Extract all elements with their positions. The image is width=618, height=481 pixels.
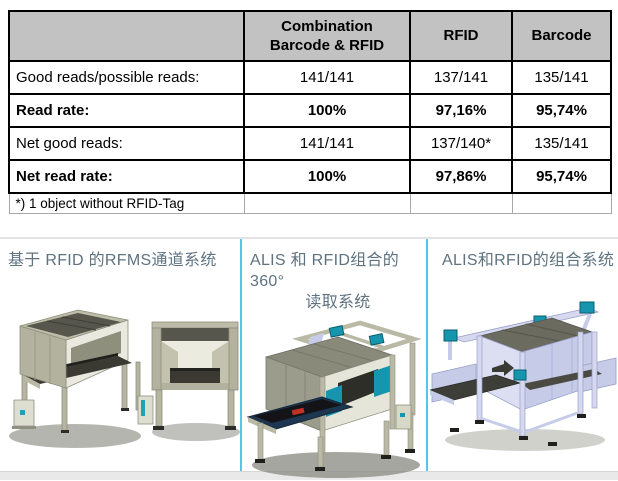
row-label: Read rate: [8, 93, 245, 128]
value-barcode: 95,74% [511, 159, 612, 194]
value-barcode: 95,74% [511, 93, 612, 128]
caption-text: 基于 RFID 的RFMS通道系统 [8, 252, 217, 269]
machine-illustration-alis-rfid-combined-icon [430, 301, 617, 451]
table-header-row: Combination Barcode & RFID RFID Barcode [8, 10, 612, 62]
slide-separator [0, 237, 618, 239]
tunnel-iso-view [12, 309, 141, 433]
value-combination: 100% [243, 159, 411, 194]
value-rfid: 97,16% [409, 93, 513, 128]
panel-caption: ALIS和RFID的组合系统 [428, 239, 618, 272]
footnote-empty-cell [511, 192, 612, 214]
panel-rfms-tunnel: 基于 RFID 的RFMS通道系统 [0, 239, 240, 471]
row-label: Net read rate: [8, 159, 245, 194]
table-row: Net good reads: 141/141 137/140* 135/141 [8, 126, 612, 161]
footnote-empty-cell [243, 192, 411, 214]
row-label: Net good reads: [8, 126, 245, 161]
value-barcode: 135/141 [511, 126, 612, 161]
results-slide: Combination Barcode & RFID RFID Barcode … [0, 0, 618, 237]
panel-caption: ALIS 和 RFID组合的 360° 读取系统 [242, 239, 426, 313]
systems-slide: 基于 RFID 的RFMS通道系统 [0, 239, 618, 479]
machine-illustration-rfms-tunnel-icon [9, 309, 240, 448]
value-rfid: 97,86% [409, 159, 513, 194]
value-combination: 141/141 [243, 60, 411, 95]
reading-station-360 [246, 321, 422, 472]
machine-illustration-alis-rfid-360-icon [246, 321, 422, 479]
combined-system [430, 301, 617, 446]
read-results-table: Combination Barcode & RFID RFID Barcode … [8, 10, 612, 214]
value-barcode: 135/141 [511, 60, 612, 95]
header-empty-cell [8, 10, 245, 62]
table-row: Read rate: 100% 97,16% 95,74% [8, 93, 612, 128]
value-rfid: 137/140* [409, 126, 513, 161]
header-barcode: Barcode [511, 10, 612, 62]
row-label: Good reads/possible reads: [8, 60, 245, 95]
tunnel-front-view [137, 321, 239, 430]
caption-text: ALIS和RFID的组合系统 [442, 252, 615, 269]
header-combination: Combination Barcode & RFID [243, 10, 411, 62]
header-rfid: RFID [409, 10, 513, 62]
caption-text: 读取系统 [305, 293, 371, 311]
value-combination: 141/141 [243, 126, 411, 161]
panel-caption: 基于 RFID 的RFMS通道系统 [0, 239, 240, 272]
table-row: Net read rate: 100% 97,86% 95,74% [8, 159, 612, 194]
table-footnote: *) 1 object without RFID-Tag [8, 192, 245, 214]
value-combination: 100% [243, 93, 411, 128]
value-rfid: 137/141 [409, 60, 513, 95]
table-row: Good reads/possible reads: 141/141 137/1… [8, 60, 612, 95]
panel-alis-rfid-combined: ALIS和RFID的组合系统 [428, 239, 618, 471]
panel-alis-rfid-360: ALIS 和 RFID组合的 360° 读取系统 [240, 239, 428, 479]
footnote-empty-cell [409, 192, 513, 214]
table-footnote-row: *) 1 object without RFID-Tag [8, 192, 612, 214]
caption-text: ALIS 和 RFID组合的 360° [250, 252, 400, 290]
